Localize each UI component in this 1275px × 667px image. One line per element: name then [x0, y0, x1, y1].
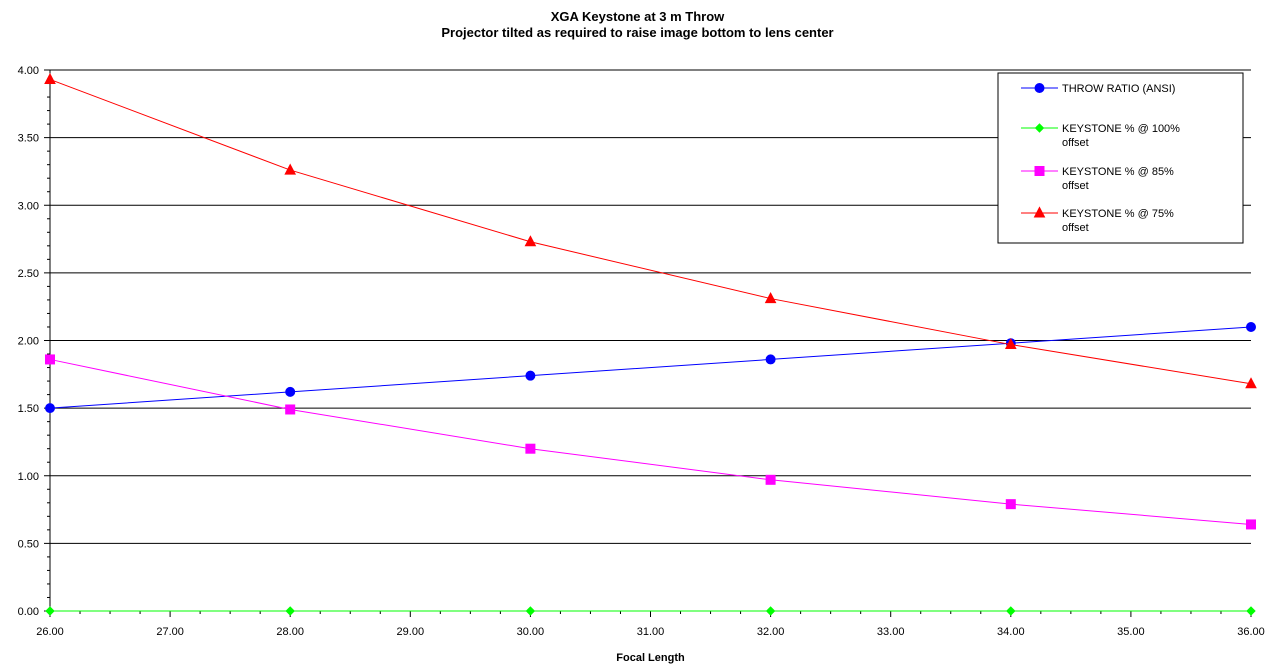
data-point-series-2 [1246, 606, 1256, 616]
y-tick-label: 0.50 [18, 538, 39, 550]
data-point-series-4 [284, 163, 297, 175]
legend-label: KEYSTONE % @ 75% [1062, 208, 1174, 220]
legend-marker [1033, 206, 1046, 218]
data-point-series-1 [525, 370, 536, 381]
legend-label-continued: offset [1062, 222, 1089, 234]
legend-label-continued: offset [1062, 137, 1089, 149]
x-tick-label: 26.00 [36, 626, 64, 638]
series-line-3 [49, 358, 1252, 525]
x-tick-label: 29.00 [397, 626, 425, 638]
data-point-series-1 [765, 354, 776, 365]
data-point-series-2 [525, 606, 536, 616]
x-tick-label: 27.00 [156, 626, 184, 638]
chart-subtitle: Projector tilted as required to raise im… [441, 25, 834, 40]
x-tick-label: 35.00 [1117, 626, 1145, 638]
y-tick-label: 3.00 [18, 200, 39, 212]
legend-marker [1034, 123, 1045, 133]
x-tick-label: 32.00 [757, 626, 785, 638]
legend-marker [1034, 166, 1045, 176]
legend-label-continued: offset [1062, 180, 1089, 192]
x-tick-label: 28.00 [276, 626, 304, 638]
legend-marker [1034, 83, 1045, 93]
chart-title: XGA Keystone at 3 m Throw [550, 9, 725, 24]
data-point-series-1 [1246, 321, 1256, 332]
legend-label: THROW RATIO (ANSI) [1062, 83, 1175, 95]
data-point-series-4 [1245, 377, 1257, 389]
data-point-series-4 [44, 72, 56, 84]
y-tick-label: 1.00 [18, 471, 39, 483]
data-point-series-3 [285, 404, 296, 415]
y-tick-label: 2.00 [18, 336, 39, 348]
series-line-4 [49, 78, 1252, 385]
data-point-series-2 [1006, 606, 1016, 616]
legend-label: KEYSTONE % @ 100% [1062, 123, 1180, 135]
data-point-series-3 [45, 354, 55, 365]
data-point-series-4 [524, 235, 537, 247]
data-point-series-2 [765, 606, 776, 616]
x-tick-label: 31.00 [637, 626, 665, 638]
data-point-series-2 [45, 606, 55, 616]
y-tick-label: 1.50 [18, 403, 39, 415]
data-point-series-2 [285, 606, 295, 616]
data-point-series-4 [1004, 337, 1017, 350]
legend-label: KEYSTONE % @ 85% [1062, 166, 1174, 178]
x-axis-label: Focal Length [616, 652, 685, 664]
y-tick-label: 2.50 [18, 268, 39, 280]
y-tick-label: 3.50 [18, 133, 39, 145]
y-tick-label: 0.00 [18, 606, 39, 618]
series-line-1 [49, 326, 1252, 409]
x-tick-label: 30.00 [517, 626, 545, 638]
data-point-series-3 [1246, 519, 1256, 530]
data-point-series-1 [45, 403, 55, 414]
y-tick-label: 4.00 [18, 65, 39, 77]
data-point-series-3 [765, 474, 776, 485]
x-tick-label: 36.00 [1237, 626, 1265, 638]
data-point-series-3 [525, 443, 536, 454]
data-point-series-1 [285, 386, 296, 397]
x-tick-label: 33.00 [877, 626, 905, 638]
data-point-series-4 [764, 291, 777, 304]
data-point-series-3 [1005, 499, 1016, 510]
x-tick-label: 34.00 [997, 626, 1025, 638]
